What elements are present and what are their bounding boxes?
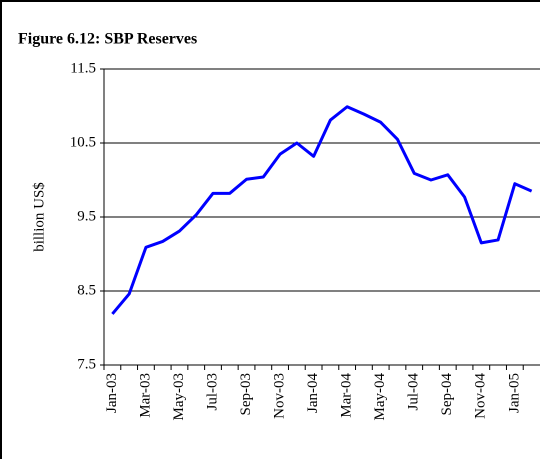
x-tick-label: Nov-03 [272, 373, 288, 419]
y-axis-label: billion US$ [31, 182, 47, 252]
x-tick-label: Jan-03 [104, 373, 120, 413]
y-tick-label: 7.5 [77, 356, 96, 372]
x-tick-label: Jul-04 [406, 373, 422, 411]
x-tick-label: Jan-05 [506, 373, 522, 413]
y-tick-label: 9.5 [77, 208, 96, 224]
y-tick-label: 10.5 [70, 134, 96, 150]
x-tick-label: Sep-04 [439, 373, 455, 416]
x-tick-label: May-04 [372, 373, 388, 421]
x-tick-label: Jan-04 [305, 373, 321, 413]
x-tick-label: Nov-04 [473, 373, 489, 419]
line [111, 105, 533, 315]
y-tick-label: 11.5 [70, 60, 96, 76]
x-tick-label: Jul-03 [204, 373, 220, 411]
chart-title: Figure 6.12: SBP Reserves [18, 31, 197, 48]
x-tick-label: Mar-03 [137, 373, 153, 418]
x-tick-label: Mar-04 [339, 373, 355, 418]
x-tick-label: Sep-03 [238, 373, 254, 416]
x-tick-label: May-03 [171, 373, 187, 421]
y-tick-label: 8.5 [77, 282, 96, 298]
